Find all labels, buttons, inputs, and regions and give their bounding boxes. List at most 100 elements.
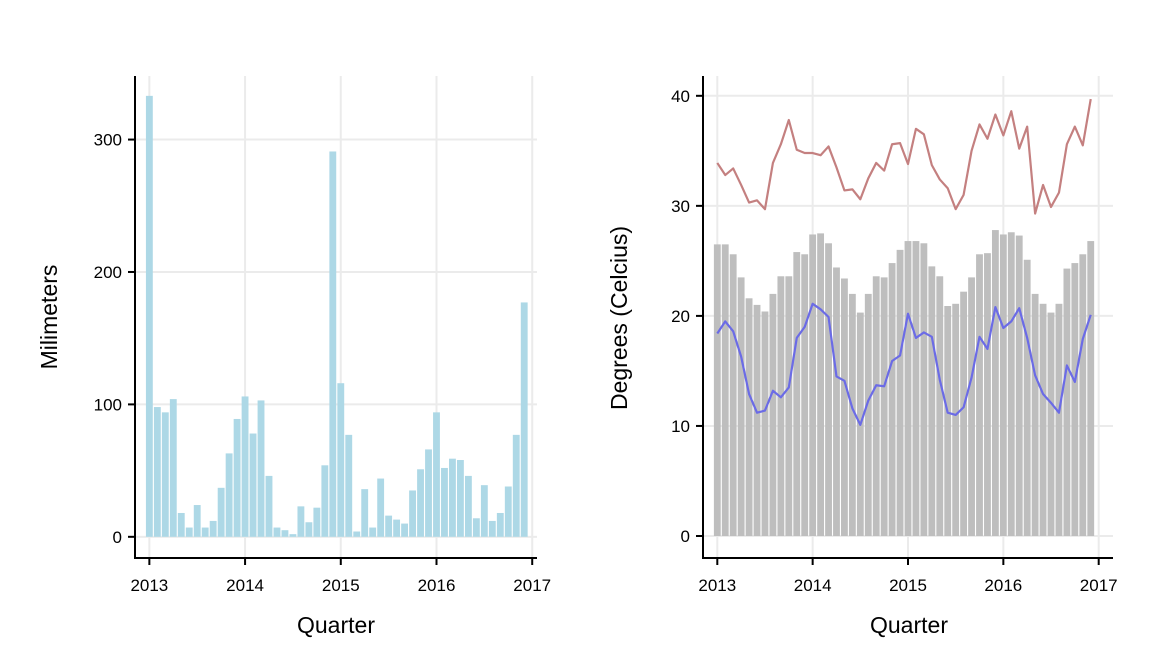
temperature-bar-1 [721, 244, 729, 536]
rainfall-bar-20 [305, 522, 313, 537]
temperature-bar-25 [912, 241, 920, 536]
rainfall-bar-12 [241, 396, 249, 537]
temperature-bar-3 [737, 277, 745, 536]
temperature-bar-4 [745, 298, 753, 536]
rainfall-bar-47 [520, 302, 528, 537]
temperature-bar-19 [864, 293, 872, 536]
temperature-bar-22 [888, 263, 896, 536]
rainfall-bar-0 [145, 95, 153, 537]
rainfall-bar-5 [185, 527, 193, 537]
temperature-bar-14 [825, 243, 832, 536]
temperature-y-axis-title: Degrees (Celcius) [606, 226, 632, 410]
rainfall-bar-30 [385, 515, 393, 537]
rainfall-bar-33 [409, 490, 416, 537]
temperature-bar-34 [984, 253, 991, 536]
temperature-bar-47 [1087, 241, 1095, 536]
temperature-bar-45 [1071, 263, 1079, 536]
rainfall-bar-46 [512, 434, 520, 537]
rainfall-bar-31 [393, 519, 401, 537]
temperature-bar-16 [841, 278, 848, 536]
rainfall-bar-2 [161, 412, 169, 537]
rainfall-bar-45 [504, 486, 512, 537]
rainfall-bar-19 [297, 506, 305, 537]
temperature-bar-44 [1063, 268, 1071, 536]
temperature-bar-46 [1079, 254, 1087, 536]
rainfall-bar-22 [321, 465, 329, 537]
temperature-bar-13 [817, 233, 825, 536]
temperature-bar-8 [777, 276, 785, 536]
temperature-bars [713, 230, 1095, 536]
temperature-bar-2 [729, 254, 737, 536]
rainfall-bars [145, 95, 528, 537]
temperature-panel: 2013 2014 2015 2016 2017 0 10 20 30 40 Quarter De… [606, 76, 1118, 638]
rainfall-x-tick-label-2016: 2016 [418, 576, 456, 595]
temperature-bar-0 [713, 244, 721, 536]
rainfall-bar-8 [209, 520, 217, 537]
rainfall-bar-11 [233, 418, 241, 537]
rainfall-x-axis-title: Quarter [297, 612, 375, 638]
rainfall-bar-36 [433, 412, 440, 537]
rainfall-bar-9 [217, 487, 225, 537]
rainfall-bar-24 [337, 383, 345, 537]
rainfall-bar-38 [449, 458, 456, 537]
temperature-x-tick-label-2013: 2013 [698, 576, 736, 595]
rainfall-bar-28 [369, 527, 377, 537]
rainfall-ticks: 2013 2014 2015 2016 2017 0 100 200 300 [94, 131, 552, 595]
temperature-bar-23 [896, 249, 904, 536]
rainfall-bar-43 [488, 520, 496, 537]
temperature-x-axis-title: Quarter [870, 612, 948, 638]
temperature-bar-11 [801, 254, 809, 536]
rainfall-y-tick-label-100: 100 [94, 395, 122, 414]
rainfall-bar-29 [377, 478, 385, 537]
temperature-x-tick-label-2016: 2016 [984, 576, 1022, 595]
temperature-bar-41 [1039, 303, 1047, 536]
rainfall-x-tick-label-2013: 2013 [130, 576, 168, 595]
temperature-bar-15 [833, 267, 840, 536]
temperature-bar-36 [999, 234, 1007, 536]
rainfall-bar-16 [273, 527, 281, 537]
rainfall-bar-7 [201, 527, 209, 537]
rainfall-bar-25 [345, 434, 353, 537]
temperature-y-tick-label-40: 40 [671, 87, 690, 106]
temperature-x-tick-label-2015: 2015 [889, 576, 927, 595]
rainfall-x-tick-label-2015: 2015 [322, 576, 360, 595]
temperature-x-tick-label-2017: 2017 [1080, 576, 1118, 595]
rainfall-bar-18 [289, 534, 297, 537]
rainfall-bar-6 [193, 505, 201, 537]
temperature-bar-33 [976, 254, 983, 536]
temperature-bar-38 [1015, 235, 1023, 536]
temperature-bar-30 [952, 303, 960, 536]
rainfall-bar-14 [257, 400, 265, 537]
temperature-bar-27 [928, 266, 936, 536]
temperature-bar-12 [809, 234, 817, 536]
temperature-bar-5 [753, 304, 761, 536]
temperature-bar-6 [761, 311, 769, 536]
temperature-bar-32 [968, 277, 975, 536]
temperature-y-tick-label-30: 30 [671, 197, 690, 216]
rainfall-bar-34 [417, 469, 424, 537]
temperature-ticks: 2013 2014 2015 2016 2017 0 10 20 30 40 [671, 87, 1118, 595]
temperature-bar-39 [1023, 259, 1031, 536]
temperature-bar-20 [872, 276, 880, 536]
temperature-bar-17 [848, 293, 856, 536]
temperature-bar-35 [991, 230, 999, 536]
rainfall-bar-41 [472, 518, 480, 537]
temperature-bar-26 [920, 243, 928, 536]
temperature-bar-31 [960, 291, 968, 536]
rainfall-bar-10 [225, 453, 233, 537]
rainfall-bar-37 [441, 467, 448, 537]
rainfall-bar-39 [456, 460, 464, 537]
temperature-bar-37 [1007, 232, 1015, 536]
temperature-bar-9 [785, 276, 793, 536]
rainfall-bar-44 [496, 512, 504, 537]
rainfall-panel: 2013 2014 2015 2016 2017 0 100 200 300 Quarter M… [36, 76, 551, 638]
temperature-bar-10 [793, 252, 801, 536]
rainfall-bar-3 [169, 399, 177, 537]
rainfall-bar-32 [401, 523, 409, 537]
rainfall-bar-13 [249, 433, 257, 537]
rainfall-bar-23 [329, 151, 337, 537]
temperature-bar-42 [1047, 312, 1055, 536]
upper-temperature-line [716, 98, 1092, 215]
rainfall-y-axis-title: Milimeters [36, 265, 62, 370]
